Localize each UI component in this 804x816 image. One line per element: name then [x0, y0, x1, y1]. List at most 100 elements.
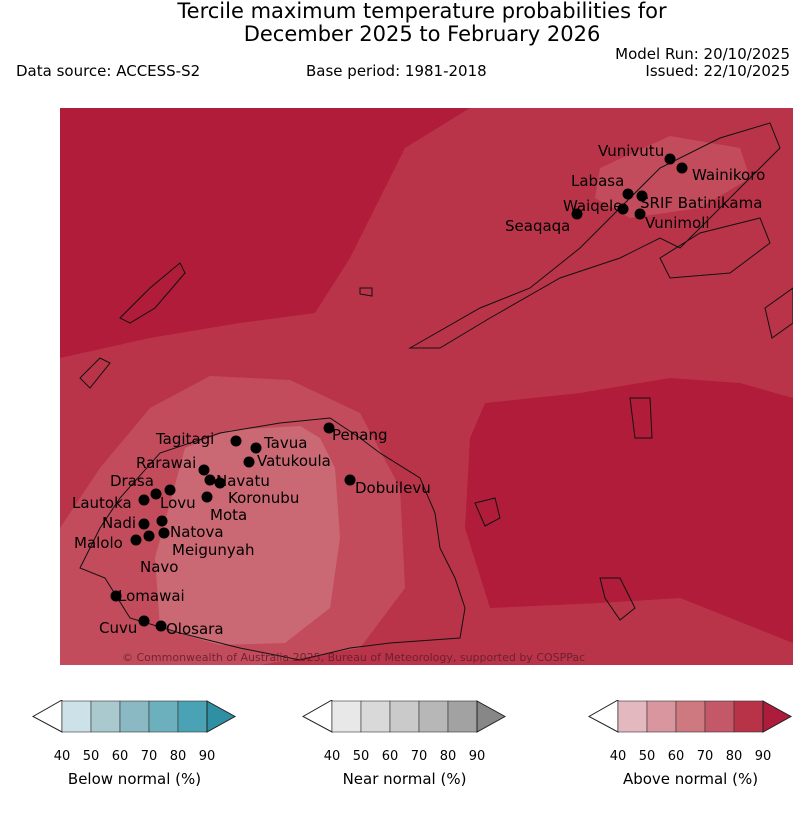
station-label: Penang [332, 426, 387, 444]
station-marker [155, 620, 167, 632]
station-marker [344, 474, 356, 486]
station-label: Vunimoli [645, 214, 710, 232]
colorbar-segment [675, 700, 706, 733]
station-marker [634, 208, 646, 220]
zone-90-plus-northwest [60, 108, 470, 358]
colorbar-segment [61, 700, 92, 733]
colorbar-segment [447, 700, 478, 733]
station-marker [214, 477, 226, 489]
station-label: SRIF Batinikama [640, 194, 762, 212]
station-marker [156, 515, 168, 527]
station-markers: Vunivutu Wainikoro Labasa SRIF Batinikama Wa… [72, 142, 765, 638]
station-marker [110, 590, 122, 602]
colorbar-tick-label: 50 [638, 749, 656, 764]
station-label: Meigunyah [172, 541, 254, 559]
station-label: Olosara [166, 620, 224, 638]
station-marker [201, 491, 213, 503]
station-label: Lovu [160, 494, 196, 512]
station-label: Mota [210, 506, 247, 524]
colorbar-low-extension [32, 700, 63, 733]
station-marker [138, 518, 150, 530]
run-info: Model Run: 20/10/2025 Issued: 22/10/2025 [615, 46, 790, 80]
colorbar-high-extension [476, 700, 507, 733]
colorbar-label: Below normal (%) [67, 770, 202, 788]
colorbar-segment [704, 700, 735, 733]
colorbar-segment [646, 700, 677, 733]
station-label: Waiqele [563, 197, 622, 215]
colorbar-label: Above normal (%) [622, 770, 759, 788]
colorbar-tick-label: 40 [53, 749, 71, 764]
map-title: Tercile maximum temperature probabilitie… [0, 0, 804, 46]
colorbar-tick-label: 60 [381, 749, 399, 764]
colorbar-tick-label: 90 [468, 749, 486, 764]
colorbar-below [32, 700, 237, 733]
zone-90-plus-east [465, 378, 793, 643]
station-marker [676, 162, 688, 174]
colorbar-tick-label: 70 [410, 749, 428, 764]
station-label: Cuvu [99, 619, 137, 637]
colorbar-near [302, 700, 507, 733]
colorbar-segment [389, 700, 420, 733]
station-label: Tavua [263, 434, 307, 452]
station-label: Labasa [571, 172, 624, 190]
colorbar-low-extension [302, 700, 333, 733]
colorbar-above [588, 700, 793, 733]
title-line-1: Tercile maximum temperature probabilitie… [177, 0, 667, 23]
station-marker [250, 442, 262, 454]
station-label: Rarawai [136, 454, 196, 472]
station-label: Lautoka [72, 494, 132, 512]
title-line-2: December 2025 to February 2026 [243, 22, 601, 46]
station-label: Vunivutu [598, 142, 664, 160]
station-label: Nadi [102, 514, 136, 532]
zone-70-80-north [595, 136, 750, 218]
station-label: Natova [170, 523, 224, 541]
station-marker [138, 494, 150, 506]
station-label: Lomawai [118, 587, 185, 605]
station-marker [164, 484, 176, 496]
station-label: Navatu [216, 472, 270, 490]
probability-map: © Commonwealth of Australia 2025, Bureau… [60, 108, 793, 665]
station-label: Navo [140, 558, 178, 576]
station-marker [198, 464, 210, 476]
colorbar-tick-label: 90 [754, 749, 772, 764]
colorbar-high-extension [206, 700, 237, 733]
station-label: Koronubu [228, 489, 299, 507]
colorbar-segment [418, 700, 449, 733]
copyright-notice: © Commonwealth of Australia 2025, Bureau… [122, 651, 585, 664]
station-label: Dobuilevu [355, 479, 431, 497]
station-label: Tagitagi [155, 430, 214, 448]
station-marker [636, 190, 648, 202]
colorbar-tick-label: 70 [696, 749, 714, 764]
colorbar-tick-label: 70 [140, 749, 158, 764]
colorbar-tick-label: 80 [439, 749, 457, 764]
station-label: Malolo [74, 534, 123, 552]
station-marker [617, 203, 629, 215]
colorbar-tick-label: 40 [609, 749, 627, 764]
station-marker [230, 435, 242, 447]
colorbar-tick-label: 40 [323, 749, 341, 764]
colorbar-tick-label: 90 [198, 749, 216, 764]
colorbar-segment [148, 700, 179, 733]
colorbar-tick-label: 80 [725, 749, 743, 764]
station-label: Drasa [110, 472, 154, 490]
station-label: Seaqaqa [505, 217, 570, 235]
colorbar-segment [733, 700, 764, 733]
station-marker [130, 534, 142, 546]
zone-60-70 [155, 426, 340, 645]
colorbar-segment [119, 700, 150, 733]
colorbar-segment [331, 700, 362, 733]
colorbar-low-extension [588, 700, 619, 733]
colorbar-segment [360, 700, 391, 733]
model-run: Model Run: 20/10/2025 [615, 45, 790, 63]
colorbar-tick-label: 50 [82, 749, 100, 764]
issued-date: Issued: 22/10/2025 [645, 62, 790, 80]
colorbar-tick-label: 60 [667, 749, 685, 764]
base-period: Base period: 1981-2018 [306, 62, 487, 80]
data-source: Data source: ACCESS-S2 [16, 62, 201, 80]
station-marker [622, 188, 634, 200]
station-marker [664, 153, 676, 165]
station-label: Wainikoro [692, 166, 765, 184]
colorbar-high-extension [762, 700, 793, 733]
station-marker [204, 474, 216, 486]
